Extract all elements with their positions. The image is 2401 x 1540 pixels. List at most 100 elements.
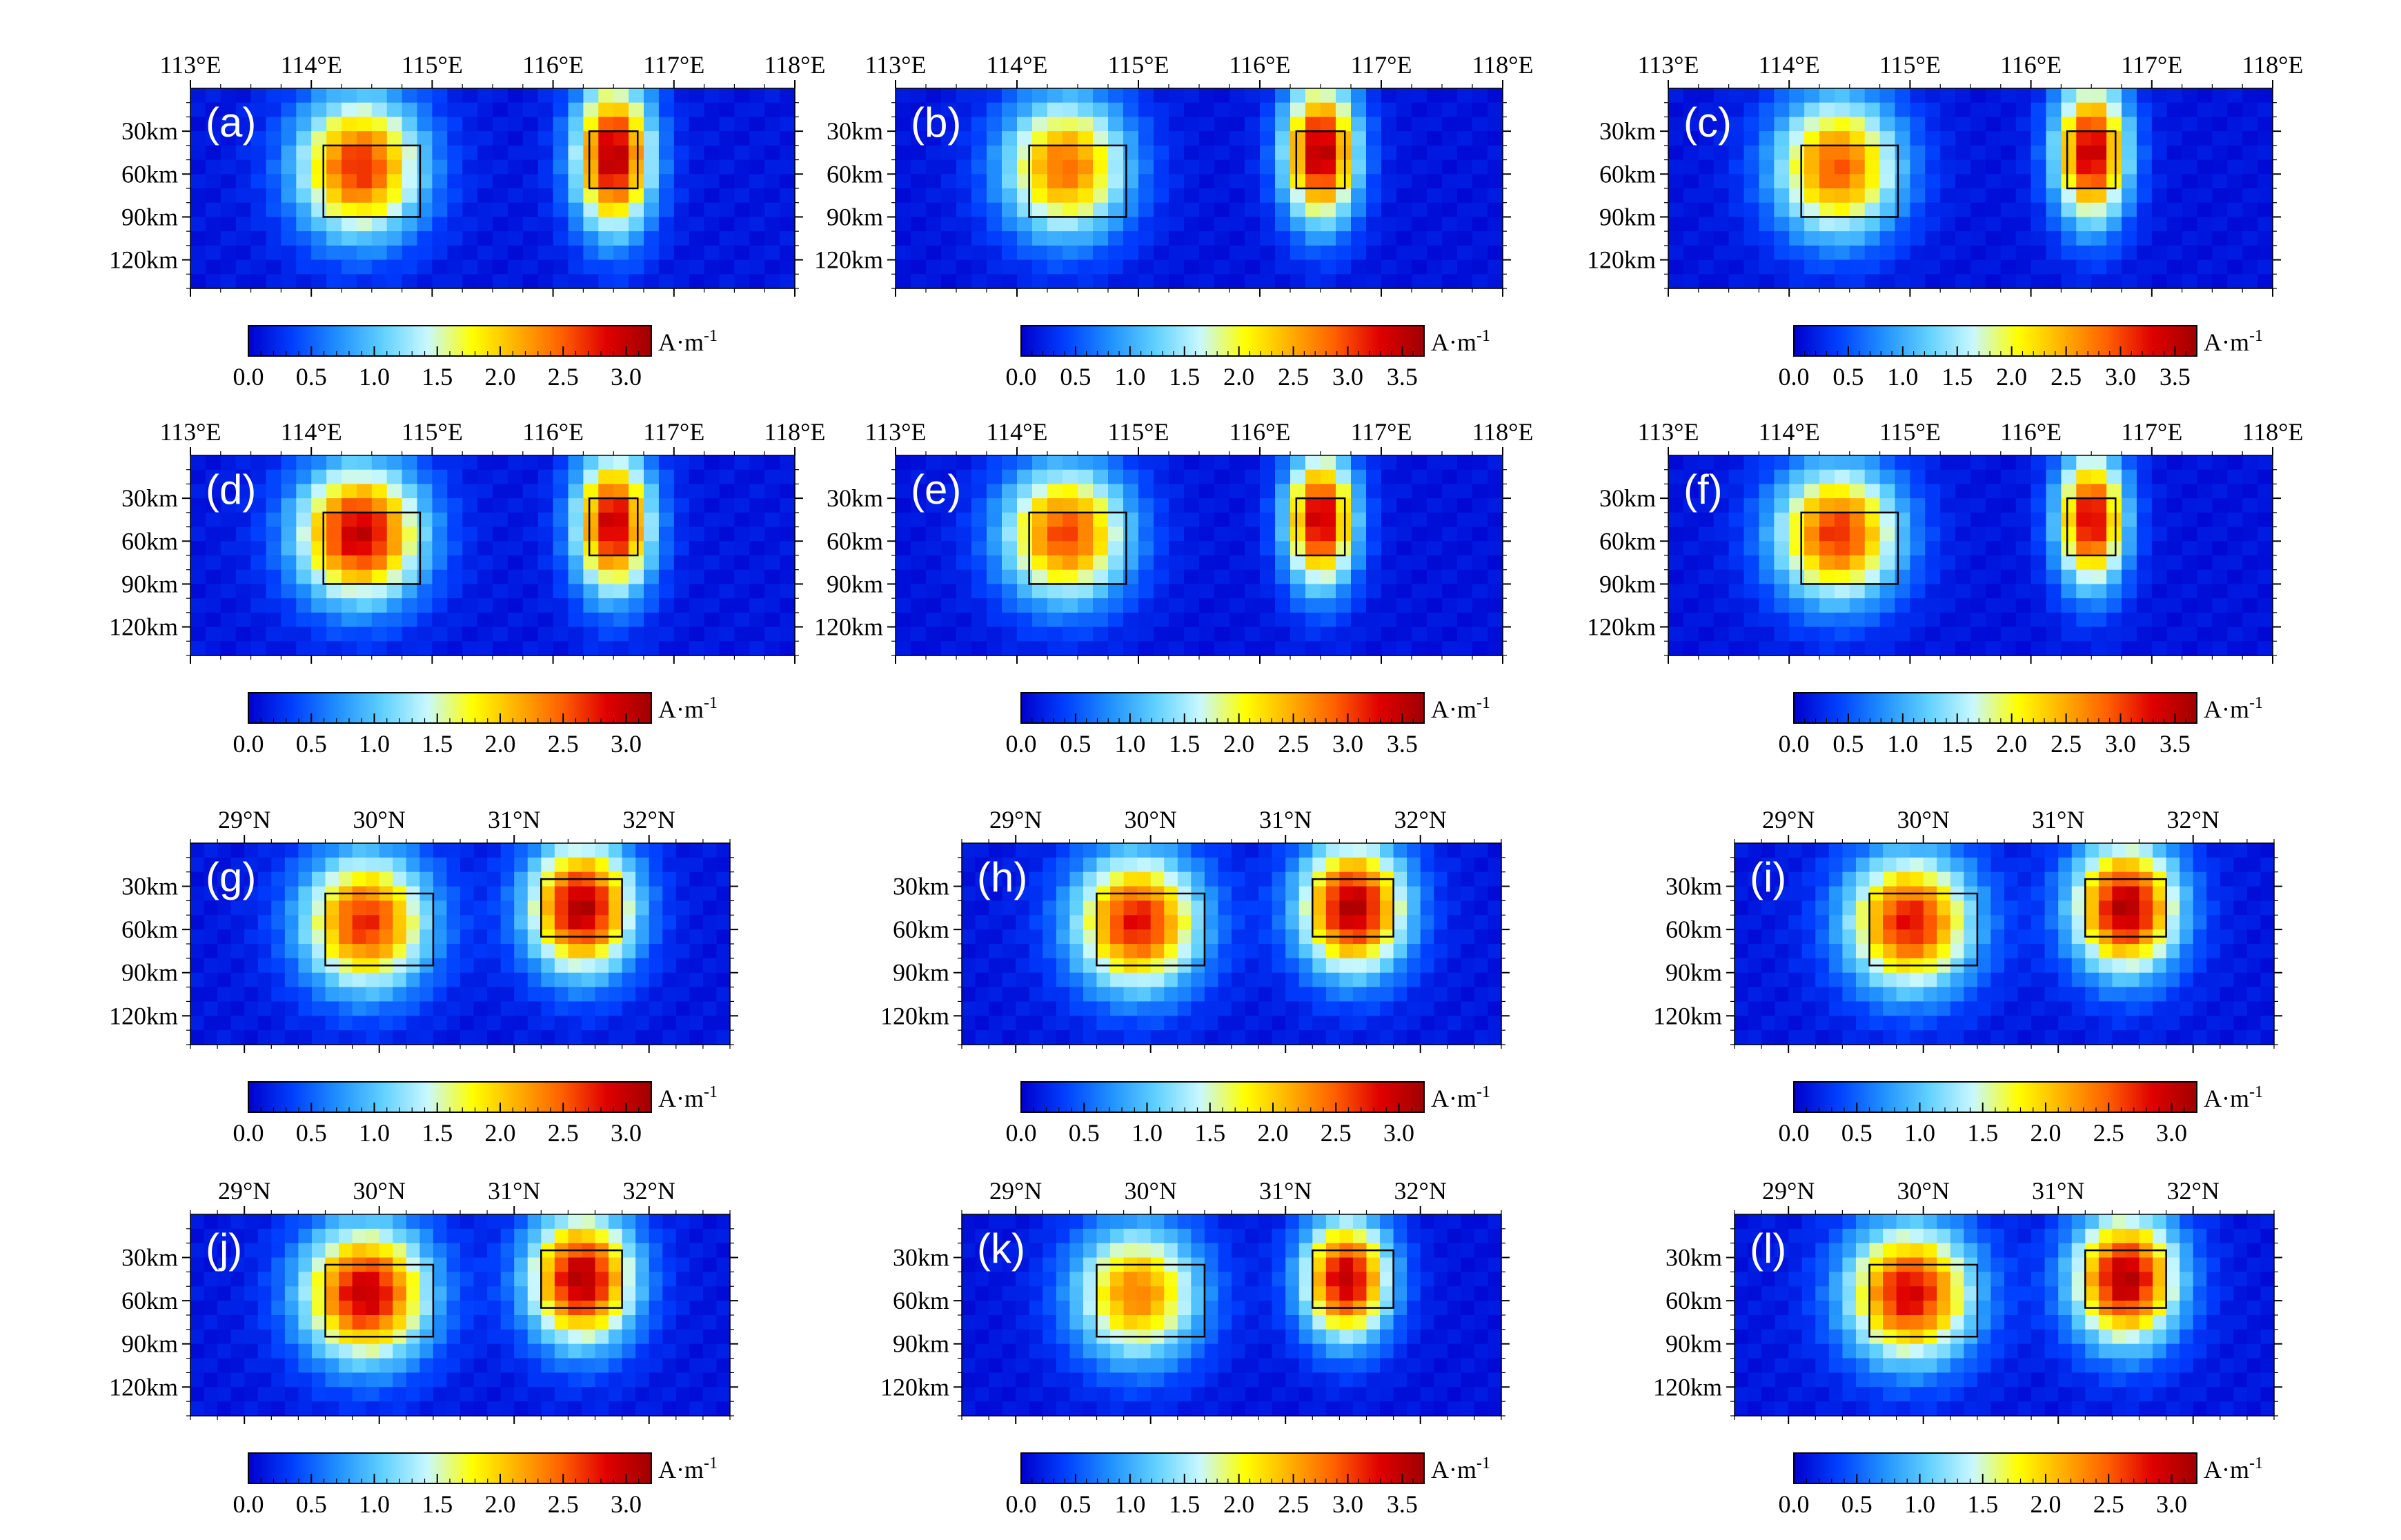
heatmap-cell — [2000, 626, 2017, 642]
heatmap-cell — [1985, 102, 2002, 118]
heatmap-cell — [1047, 598, 1063, 613]
heatmap-cell — [1110, 843, 1125, 858]
heatmap-cell — [1305, 102, 1321, 118]
heatmap-cell — [2151, 555, 2168, 571]
heatmap-cell — [311, 498, 327, 513]
heatmap-cell — [1789, 498, 1805, 513]
heatmap-cell — [1472, 217, 1488, 232]
heatmap-cell — [1260, 174, 1276, 189]
heatmap-cell — [311, 915, 326, 930]
heatmap-cell — [1078, 274, 1094, 289]
heatmap-cell — [1743, 88, 1759, 103]
heatmap-cell — [244, 972, 259, 988]
heatmap-cell — [622, 958, 636, 974]
heatmap-cell — [1759, 159, 1775, 175]
heatmap-cell — [1002, 555, 1018, 571]
heatmap-cell — [704, 641, 720, 656]
heatmap-cell — [1245, 202, 1261, 218]
heatmap-cell — [1427, 626, 1443, 642]
heatmap-cell — [689, 117, 705, 132]
heatmap-cell — [1199, 145, 1215, 161]
heatmap-cell — [1472, 569, 1488, 585]
heatmap-cell — [1774, 498, 1790, 513]
heatmap-cell — [462, 202, 478, 218]
heatmap-cell — [1457, 188, 1473, 204]
heatmap-cell — [1940, 117, 1956, 132]
heatmap-cell — [326, 159, 342, 175]
heatmap-cell — [2122, 188, 2137, 204]
heatmap-cell — [2136, 641, 2153, 656]
heatmap-cell — [190, 145, 206, 161]
heatmap-cell — [2136, 102, 2153, 118]
heatmap-cell — [896, 174, 911, 189]
heatmap-cell — [1290, 626, 1306, 642]
heatmap-cell — [284, 1030, 299, 1045]
heatmap-cell — [702, 958, 718, 974]
heatmap-cell — [2242, 484, 2258, 499]
heatmap-cell — [2031, 231, 2047, 246]
heatmap-cell — [433, 900, 448, 916]
heatmap-cell — [635, 1001, 650, 1016]
heatmap-cell — [386, 555, 403, 571]
heatmap-cell — [493, 612, 508, 628]
heatmap-cell — [1017, 274, 1033, 289]
heatmap-cell — [644, 584, 660, 599]
heatmap-cell — [2076, 102, 2092, 118]
heatmap-cell — [1442, 131, 1458, 146]
heatmap-cell — [2031, 598, 2047, 613]
heatmap-cell — [371, 584, 388, 599]
heatmap-cell — [447, 245, 463, 261]
heatmap-cell — [1063, 641, 1078, 656]
heatmap-cell — [2031, 641, 2047, 656]
heatmap-cell — [1910, 598, 1926, 613]
heatmap-cell — [2000, 484, 2017, 499]
heatmap-cell — [1108, 598, 1124, 613]
heatmap-cell — [371, 598, 388, 613]
heatmap-cell — [205, 131, 221, 146]
heatmap-cell — [1759, 612, 1775, 628]
heatmap-cell — [1032, 131, 1048, 146]
heatmap-cell — [326, 259, 342, 275]
heatmap-cell — [1214, 512, 1230, 528]
heatmap-cell — [1819, 159, 1835, 175]
heatmap-cell — [1063, 145, 1078, 161]
heatmap-cell — [1789, 584, 1805, 599]
heatmap-cell — [583, 569, 599, 585]
heatmap-cell — [527, 900, 542, 916]
heatmap-cell — [764, 569, 780, 585]
heatmap-cell — [1819, 641, 1835, 656]
heatmap-cell — [2197, 202, 2213, 218]
heatmap-cell — [527, 972, 542, 988]
heatmap-cell — [477, 484, 493, 499]
heatmap-cell — [1683, 498, 1699, 513]
heatmap-cell — [190, 512, 206, 528]
heatmap-cell — [2227, 174, 2243, 189]
heatmap-cell — [568, 843, 582, 858]
heatmap-cell — [2046, 174, 2062, 189]
heatmap-cell — [2257, 188, 2273, 204]
heatmap-cell — [2031, 612, 2047, 628]
heatmap-cell — [446, 857, 461, 873]
heatmap-cell — [1442, 455, 1458, 471]
heatmap-cell — [1290, 259, 1306, 275]
heatmap-cell — [417, 612, 433, 628]
heatmap-cell — [257, 1030, 272, 1045]
heatmap-cell — [2151, 512, 2168, 528]
heatmap-cell — [1985, 612, 2002, 628]
heatmap-cell — [1063, 174, 1078, 189]
heatmap-cell — [962, 843, 976, 858]
heatmap-cell — [356, 231, 373, 246]
heatmap-cell — [2106, 541, 2122, 556]
heatmap-cell — [1381, 469, 1397, 485]
heatmap-cell — [1819, 526, 1835, 542]
heatmap-cell — [257, 972, 272, 988]
heatmap-cell — [568, 245, 584, 261]
heatmap-cell — [613, 102, 629, 118]
heatmap-cell — [1336, 145, 1352, 161]
heatmap-cell — [1305, 541, 1321, 556]
heatmap-cell — [1819, 231, 1835, 246]
heatmap-cell — [1442, 202, 1458, 218]
heatmap-cell — [371, 231, 388, 246]
colorbar-tick-label: 0.5 — [296, 1119, 327, 1147]
heatmap-cell — [250, 512, 267, 528]
